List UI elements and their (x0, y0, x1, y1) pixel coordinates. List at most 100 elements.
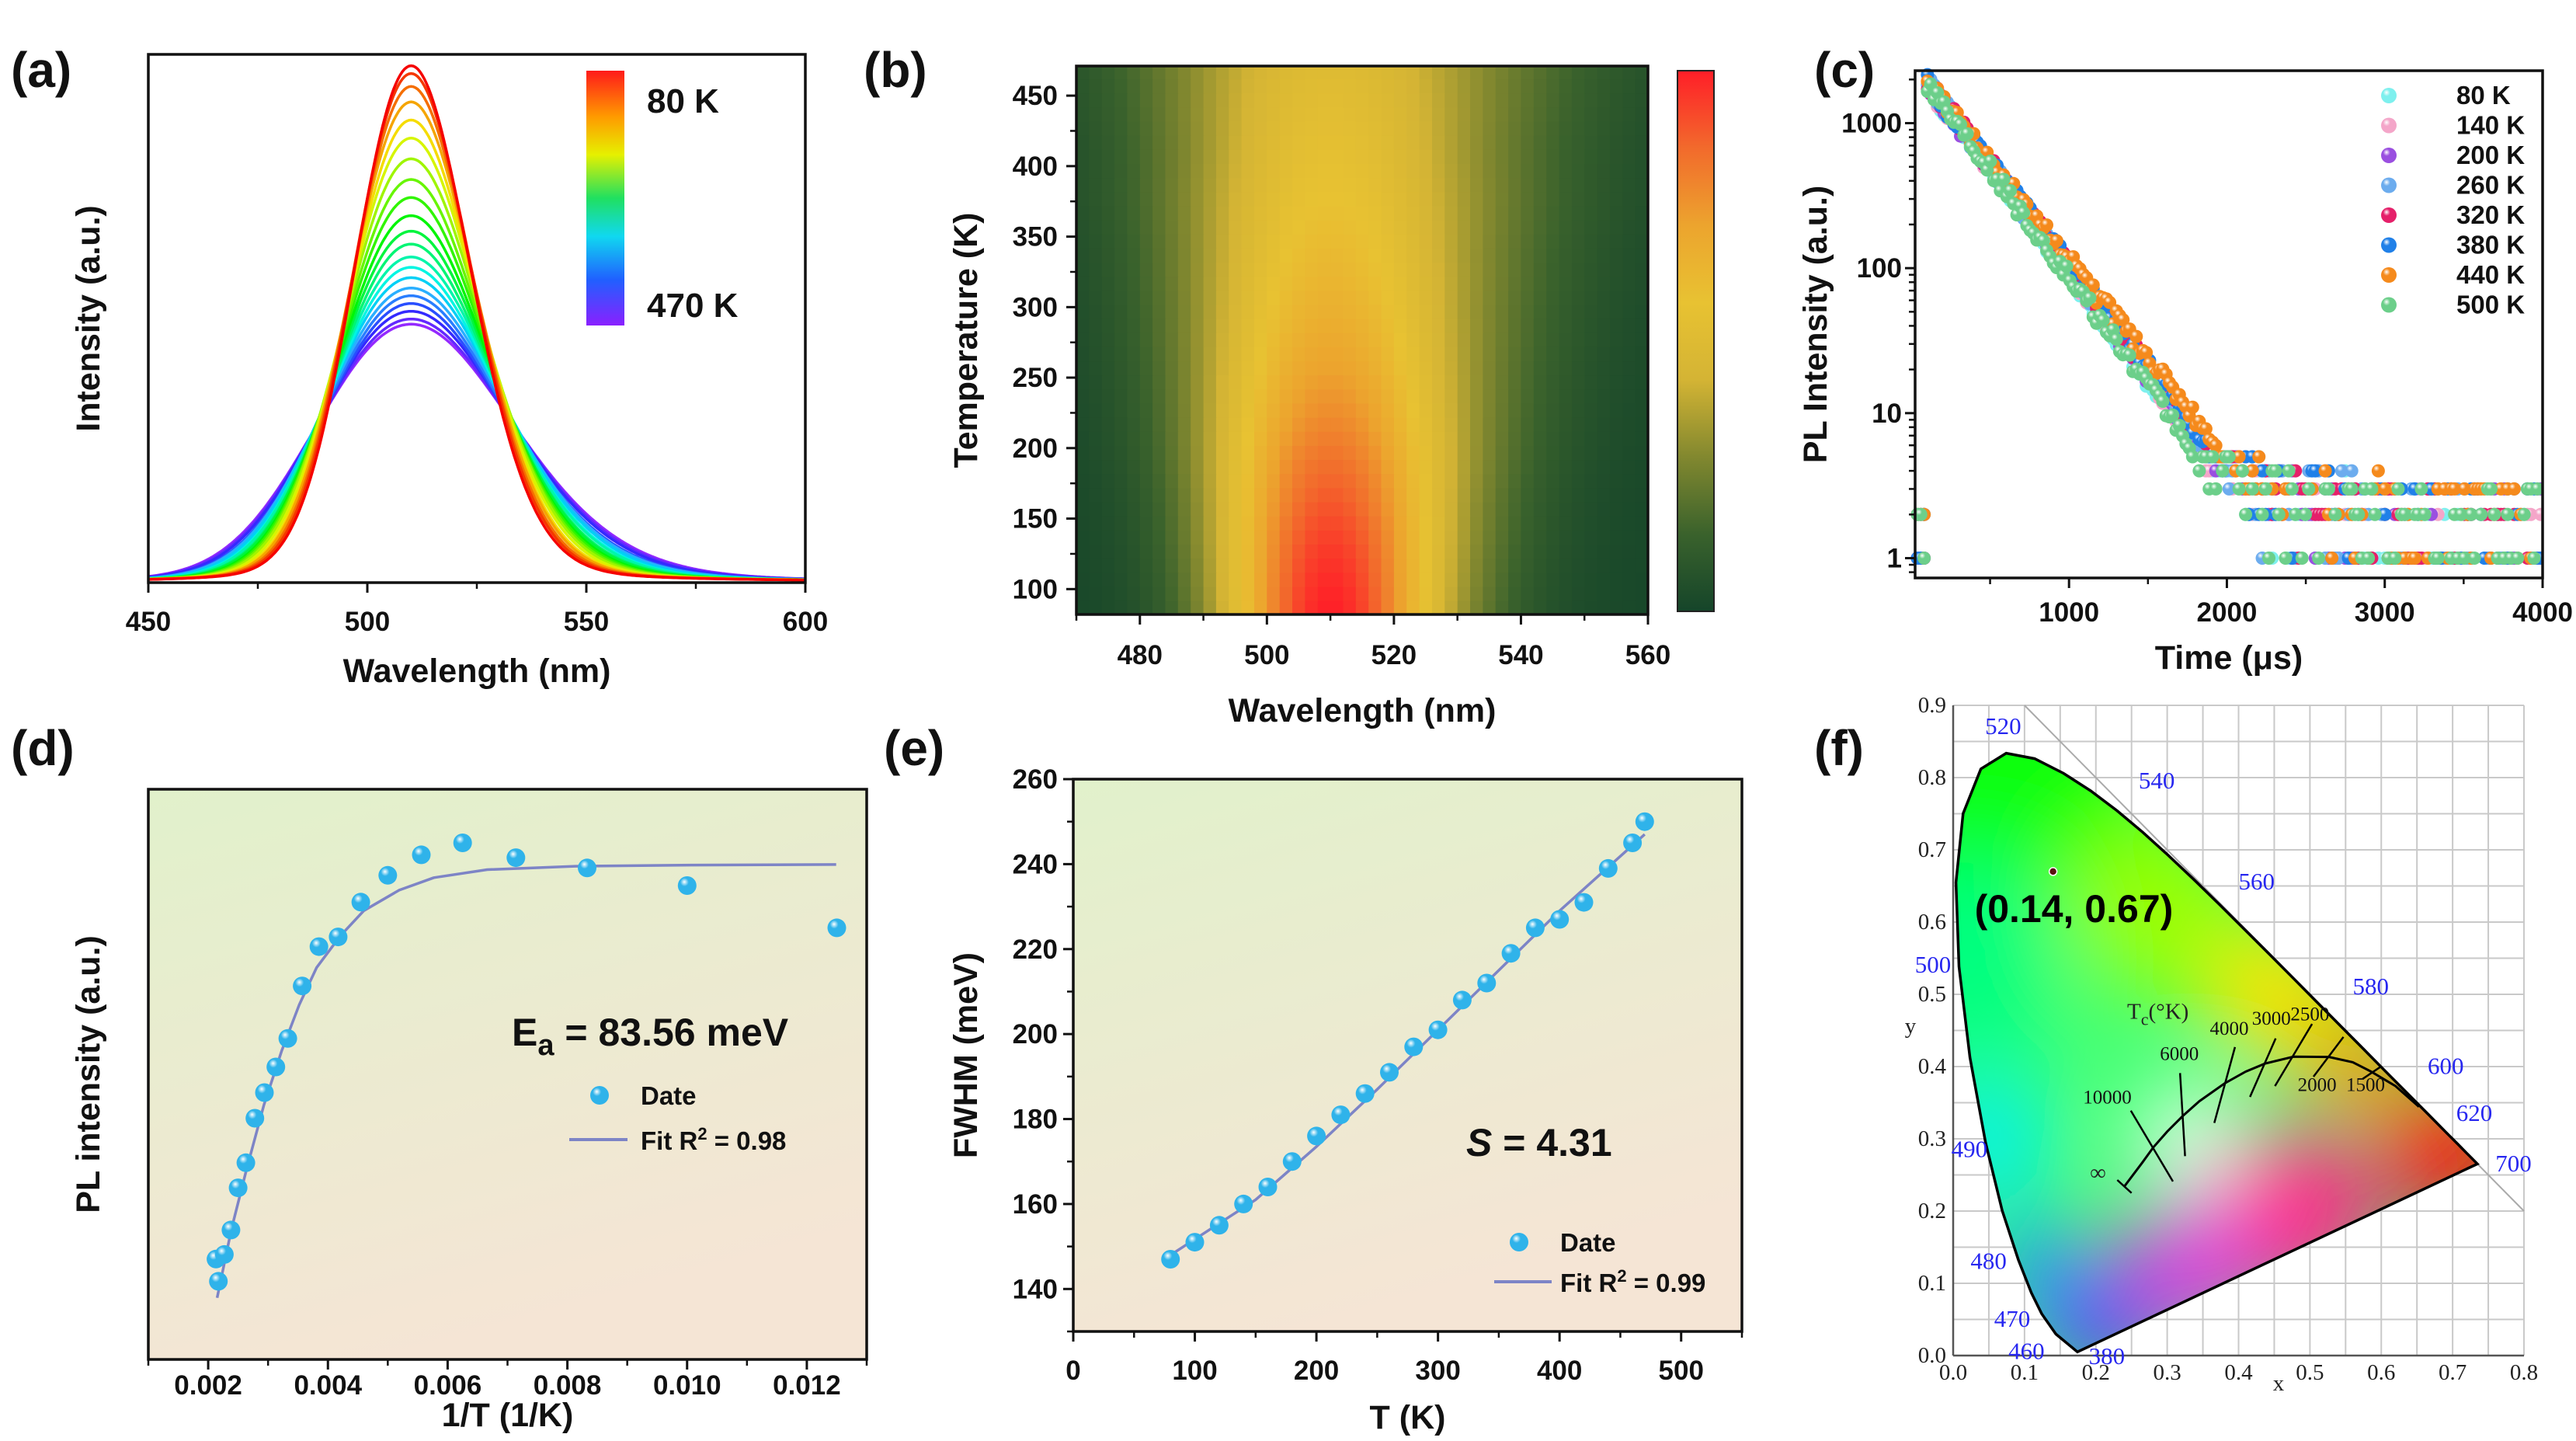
heatmap-cell (1152, 290, 1166, 305)
heatmap-cell (1177, 416, 1191, 432)
heatmap-cell (1609, 360, 1624, 376)
heatmap-cell (1215, 304, 1230, 319)
heatmap-cell (1254, 66, 1268, 80)
heatmap-cell (1191, 544, 1205, 559)
heatmap-cell (1343, 191, 1357, 207)
heatmap-cell (1292, 544, 1306, 559)
heatmap-cell (1317, 262, 1331, 277)
heatmap-cell (1101, 572, 1115, 587)
heatmap-cell (1292, 304, 1306, 319)
heatmap-cell (1495, 205, 1509, 221)
heatmap-cell (1483, 346, 1497, 362)
heatmap-cell (1521, 92, 1535, 108)
heatmap-cell (1343, 66, 1357, 80)
heatmap-cell (1444, 149, 1458, 164)
heatmap-cell (1177, 66, 1191, 80)
heatmap-cell (1330, 501, 1344, 517)
heatmap-cell (1508, 191, 1522, 207)
heatmap-cell (1114, 600, 1128, 615)
data-point (329, 928, 348, 947)
heatmap-cell (1254, 473, 1268, 489)
heatmap-cell (1152, 558, 1166, 573)
heatmap-cell (1241, 600, 1255, 615)
heatmap-cell (1483, 516, 1497, 531)
heatmap-cell (1254, 487, 1268, 503)
heatmap-cell (1165, 459, 1179, 475)
heatmap-cell (1584, 78, 1598, 94)
heatmap-cell (1343, 78, 1357, 94)
heatmap-cell (1076, 473, 1090, 489)
heatmap-cell (1381, 586, 1395, 601)
data-point (2206, 450, 2220, 464)
legend-fit-value: = 0.99 (1627, 1269, 1706, 1297)
heatmap-cell (1622, 416, 1636, 432)
panel-label-f: (f) (1814, 720, 1864, 776)
heatmap-cell (1495, 262, 1509, 277)
heatmap-cell (1584, 304, 1598, 319)
heatmap-cell (1139, 177, 1153, 193)
heatmap-cell (1635, 572, 1649, 587)
heatmap-cell (1317, 120, 1331, 136)
data-point (1258, 1178, 1278, 1196)
heatmap-cell (1521, 120, 1535, 136)
heatmap-cell (1559, 106, 1573, 122)
heatmap-cell (1305, 163, 1319, 179)
heatmap-cell (1533, 134, 1547, 150)
heatmap-cell (1254, 262, 1268, 277)
heatmap-cell (1584, 558, 1598, 573)
heatmap-cell (1355, 516, 1369, 531)
y-tick-label: 200 (1013, 433, 1058, 464)
heatmap-cell (1393, 78, 1408, 94)
heatmap-cell (1381, 600, 1395, 615)
heatmap-cell (1127, 191, 1141, 207)
heatmap-cell (1419, 205, 1433, 221)
heatmap-cell (1559, 516, 1573, 531)
annotation-value: = 4.31 (1492, 1121, 1611, 1164)
heatmap-cell (1165, 120, 1179, 136)
heatmap-cell (1191, 473, 1205, 489)
heatmap-cell (1419, 134, 1433, 150)
heatmap-cell (1191, 177, 1205, 193)
data-point (1574, 893, 1594, 912)
heatmap-cell (1432, 290, 1446, 305)
data-point (2122, 348, 2136, 362)
heatmap-cell (1609, 487, 1624, 503)
heatmap-cell (1584, 530, 1598, 545)
heatmap-cell (1470, 120, 1484, 136)
data-point (2487, 507, 2501, 521)
heatmap-cell (1215, 487, 1230, 503)
heatmap-cell (1622, 177, 1636, 193)
heatmap-cell (1203, 92, 1217, 108)
heatmap-cell (1571, 219, 1586, 235)
heatmap-cell (1330, 487, 1344, 503)
heatmap-cell (1127, 205, 1141, 221)
heatmap-cell (1152, 134, 1166, 150)
heatmap-cell (1292, 402, 1306, 418)
heatmap-cell (1622, 92, 1636, 108)
heatmap-cell (1305, 487, 1319, 503)
heatmap-cell (1622, 586, 1636, 601)
heatmap-cell (1368, 290, 1382, 305)
heatmap-cell (1101, 262, 1115, 277)
heatmap-cell (1292, 120, 1306, 136)
heatmap-cell (1508, 572, 1522, 587)
heatmap-cell (1457, 106, 1471, 122)
cct-label: 2500 (2290, 1004, 2329, 1025)
heatmap-cell (1559, 290, 1573, 305)
heatmap-cell (1305, 516, 1319, 531)
legend-label: 500 K (2456, 291, 2525, 319)
heatmap-cell (1368, 120, 1382, 136)
heatmap-cell (1343, 544, 1357, 559)
data-point (2252, 450, 2266, 464)
heatmap-cell (1127, 290, 1141, 305)
heatmap-cell (1305, 501, 1319, 517)
heatmap-cell (1229, 318, 1243, 333)
heatmap-cell (1483, 360, 1497, 376)
heatmap-cell (1355, 262, 1369, 277)
heatmap-cell (1343, 445, 1357, 461)
heatmap-cell (1508, 530, 1522, 545)
heatmap-cell (1191, 318, 1205, 333)
heatmap-cell (1343, 586, 1357, 601)
data-point (2222, 482, 2236, 496)
heatmap-cell (1177, 402, 1191, 418)
